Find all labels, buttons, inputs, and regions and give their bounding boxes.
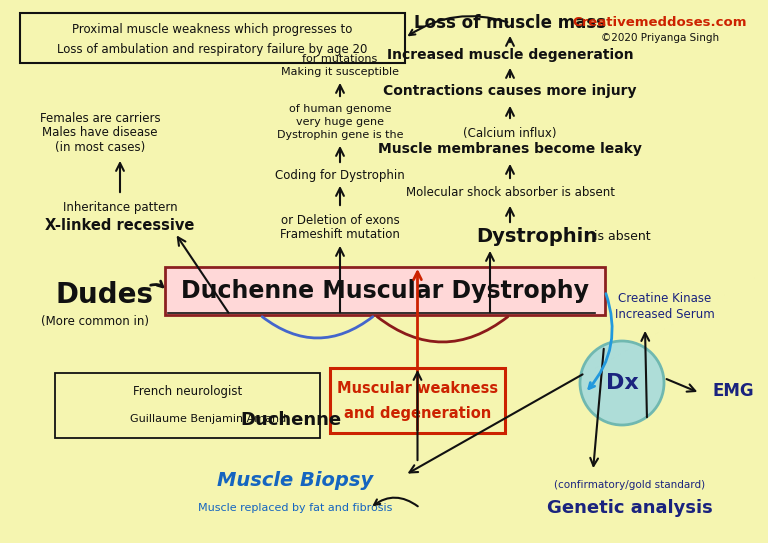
Text: X-linked recessive: X-linked recessive xyxy=(45,218,194,232)
Bar xyxy=(165,267,605,315)
Text: Dx: Dx xyxy=(606,373,638,393)
Text: and degeneration: and degeneration xyxy=(344,406,491,421)
Text: is absent: is absent xyxy=(590,230,650,243)
Text: (in most cases): (in most cases) xyxy=(55,142,145,155)
Text: Guillaume Benjamin Amand: Guillaume Benjamin Amand xyxy=(130,414,286,424)
Text: Muscular weakness: Muscular weakness xyxy=(337,381,498,396)
Text: Coding for Dystrophin: Coding for Dystrophin xyxy=(275,168,405,181)
Text: Inheritance pattern: Inheritance pattern xyxy=(63,200,177,213)
Text: or Deletion of exons: or Deletion of exons xyxy=(280,213,399,226)
Text: Loss of ambulation and respiratory failure by age 20: Loss of ambulation and respiratory failu… xyxy=(58,42,368,55)
Circle shape xyxy=(580,341,664,425)
Text: Duchenne Muscular Dystrophy: Duchenne Muscular Dystrophy xyxy=(181,279,589,303)
Text: Duchenne: Duchenne xyxy=(240,411,341,429)
Text: Frameshift mutation: Frameshift mutation xyxy=(280,229,400,242)
Text: Making it susceptible: Making it susceptible xyxy=(281,67,399,77)
Text: of human genome: of human genome xyxy=(289,104,391,114)
Text: Loss of muscle mass: Loss of muscle mass xyxy=(414,14,606,32)
Bar xyxy=(20,13,405,63)
Text: ©2020 Priyanga Singh: ©2020 Priyanga Singh xyxy=(601,33,719,43)
Text: Increased Serum: Increased Serum xyxy=(615,308,715,321)
Text: Dystrophin gene is the: Dystrophin gene is the xyxy=(276,130,403,140)
Text: Genetic analysis: Genetic analysis xyxy=(547,499,713,517)
Text: very huge gene: very huge gene xyxy=(296,117,384,127)
Text: Dudes: Dudes xyxy=(56,281,154,309)
Text: (More common in): (More common in) xyxy=(41,314,149,327)
Text: Creativemeddoses.com: Creativemeddoses.com xyxy=(573,16,747,29)
Text: French neurologist: French neurologist xyxy=(133,384,242,397)
Text: Molecular shock absorber is absent: Molecular shock absorber is absent xyxy=(406,186,614,199)
Text: Muscle replaced by fat and fibrosis: Muscle replaced by fat and fibrosis xyxy=(198,503,392,513)
Text: Dystrophin: Dystrophin xyxy=(476,228,598,247)
Text: Males have disease: Males have disease xyxy=(42,127,157,140)
Bar xyxy=(330,368,505,433)
Text: Females are carriers: Females are carriers xyxy=(40,111,161,124)
Text: Creatine Kinase: Creatine Kinase xyxy=(618,293,712,306)
Text: Muscle membranes become leaky: Muscle membranes become leaky xyxy=(378,142,642,156)
Text: Proximal muscle weakness which progresses to: Proximal muscle weakness which progresse… xyxy=(72,22,353,35)
Text: EMG: EMG xyxy=(712,382,753,400)
Text: (Calcium influx): (Calcium influx) xyxy=(463,127,557,140)
Text: Muscle Biopsy: Muscle Biopsy xyxy=(217,471,373,490)
Text: Contractions causes more injury: Contractions causes more injury xyxy=(383,84,637,98)
Text: for mutations: for mutations xyxy=(303,54,378,64)
Text: Increased muscle degeneration: Increased muscle degeneration xyxy=(386,48,634,62)
Bar xyxy=(55,373,320,438)
Text: (confirmatory/gold standard): (confirmatory/gold standard) xyxy=(554,480,706,490)
